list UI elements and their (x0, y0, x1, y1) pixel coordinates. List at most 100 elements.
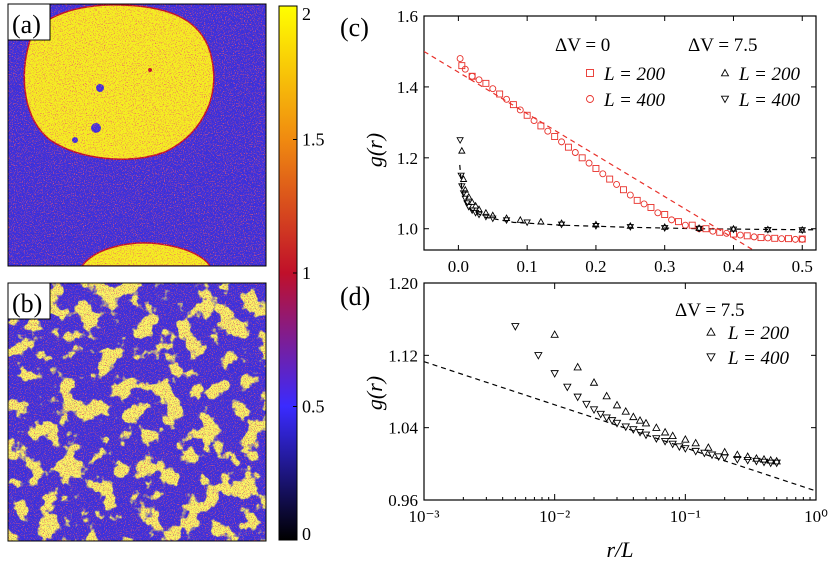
c-point (606, 175, 614, 183)
c-ytick-label: 1.0 (397, 220, 418, 239)
c-point (523, 219, 531, 227)
c-point (482, 213, 490, 221)
d-point (641, 431, 651, 440)
d-point (612, 419, 622, 428)
d-point (621, 423, 631, 432)
colorbar-tick-label: 0.5 (302, 397, 325, 417)
d-point (511, 323, 520, 331)
c-point (764, 225, 772, 233)
c-point (709, 227, 717, 235)
c-point (626, 191, 634, 199)
c-point (537, 217, 545, 225)
legend-c-label-0: L = 200 (603, 64, 666, 85)
c-point (619, 186, 627, 194)
d-point (635, 416, 645, 424)
d-point (743, 452, 752, 460)
c-point (489, 215, 497, 223)
panel-label-d: (d) (340, 282, 370, 311)
d-ytick-label: 1.12 (388, 346, 418, 365)
d-point (681, 445, 690, 453)
c-point (750, 233, 758, 241)
c-point (743, 232, 751, 240)
panel-label-a: (a) (12, 10, 41, 39)
c-point (723, 229, 731, 237)
c-point (564, 143, 572, 151)
c-point (557, 219, 566, 226)
d-point (629, 426, 638, 434)
panel-label-b: (b) (12, 289, 42, 318)
c-point (456, 137, 464, 145)
c-xtick-label: 0.2 (585, 257, 606, 276)
d-point (772, 456, 781, 465)
legend-d-title: ΔV = 7.5 (675, 300, 745, 321)
c-point (489, 211, 497, 219)
legend-c-marker (720, 95, 730, 104)
panel-label-c: (c) (340, 13, 369, 42)
panel-c-ylabel: g(r) (362, 133, 387, 167)
c-point (503, 95, 510, 103)
c-point (661, 211, 669, 218)
legend-c-label-3: L = 400 (738, 90, 801, 111)
c-point (482, 79, 490, 87)
d-ytick-label: 0.96 (388, 491, 418, 510)
colorbar-ticks: 0 0.5 1 1.5 2 (293, 4, 325, 544)
c-point (592, 165, 600, 172)
c-point (798, 225, 807, 233)
c-point (461, 195, 470, 203)
c-point (471, 209, 480, 217)
d-xtick-label: 10⁰ (804, 507, 828, 526)
legend-c-title-0: ΔV = 0 (555, 35, 610, 56)
c-ytick-label: 1.4 (397, 78, 419, 97)
c-point (695, 225, 703, 233)
c-point (660, 225, 669, 232)
c-point (640, 200, 648, 208)
panel-b-map (8, 283, 266, 541)
c-point (626, 221, 635, 229)
c-point (489, 85, 497, 93)
c-point (458, 146, 466, 154)
c-point (764, 234, 772, 242)
c-point (791, 235, 799, 243)
c-point (675, 218, 682, 226)
c-point (688, 221, 696, 229)
d-point (612, 400, 622, 409)
panel-d-chart: 10⁻³ 10⁻² 10⁻¹ 10⁰ 0.96 1.04 1.12 1.20 g(r) r/L… (340, 274, 828, 562)
d-point (700, 449, 709, 458)
d-point (766, 459, 775, 468)
d-ytick-label: 1.20 (388, 274, 418, 293)
d-black-dashed-fit (424, 361, 816, 492)
c-point (461, 185, 470, 193)
panel-c-ticks: 0.0 0.1 0.2 0.3 0.4 0.5 1.0 1.2 1.4 1.6 (397, 7, 816, 276)
d-point (772, 459, 781, 468)
colorbar-tick-label: 2 (302, 4, 311, 24)
c-xtick-label: 0.3 (654, 257, 675, 276)
c-point (471, 201, 480, 209)
c-point (647, 204, 655, 211)
c-point (496, 90, 504, 98)
c-point (599, 170, 607, 178)
d-point (668, 440, 677, 449)
d-point (660, 437, 670, 446)
c-point (464, 203, 473, 211)
d-point (652, 435, 661, 443)
d-point (635, 428, 645, 437)
panel-d-axes (423, 282, 817, 501)
c-point (509, 101, 517, 109)
c-point (729, 224, 738, 232)
c-point (457, 172, 465, 180)
d-point (582, 400, 591, 409)
legend-c-marker (586, 95, 594, 103)
c-point (592, 220, 600, 228)
c-point (716, 228, 724, 236)
legend-d-label-1: L = 400 (727, 348, 790, 369)
c-ytick-label: 1.2 (397, 149, 418, 168)
d-point (602, 391, 611, 400)
c-point (702, 225, 710, 233)
c-point (523, 111, 531, 119)
c-point (585, 159, 593, 167)
d-xtick-label: 10⁻² (539, 507, 570, 526)
c-point (681, 221, 689, 229)
c-point (729, 226, 738, 234)
d-point (752, 457, 761, 466)
c-point (468, 72, 476, 80)
